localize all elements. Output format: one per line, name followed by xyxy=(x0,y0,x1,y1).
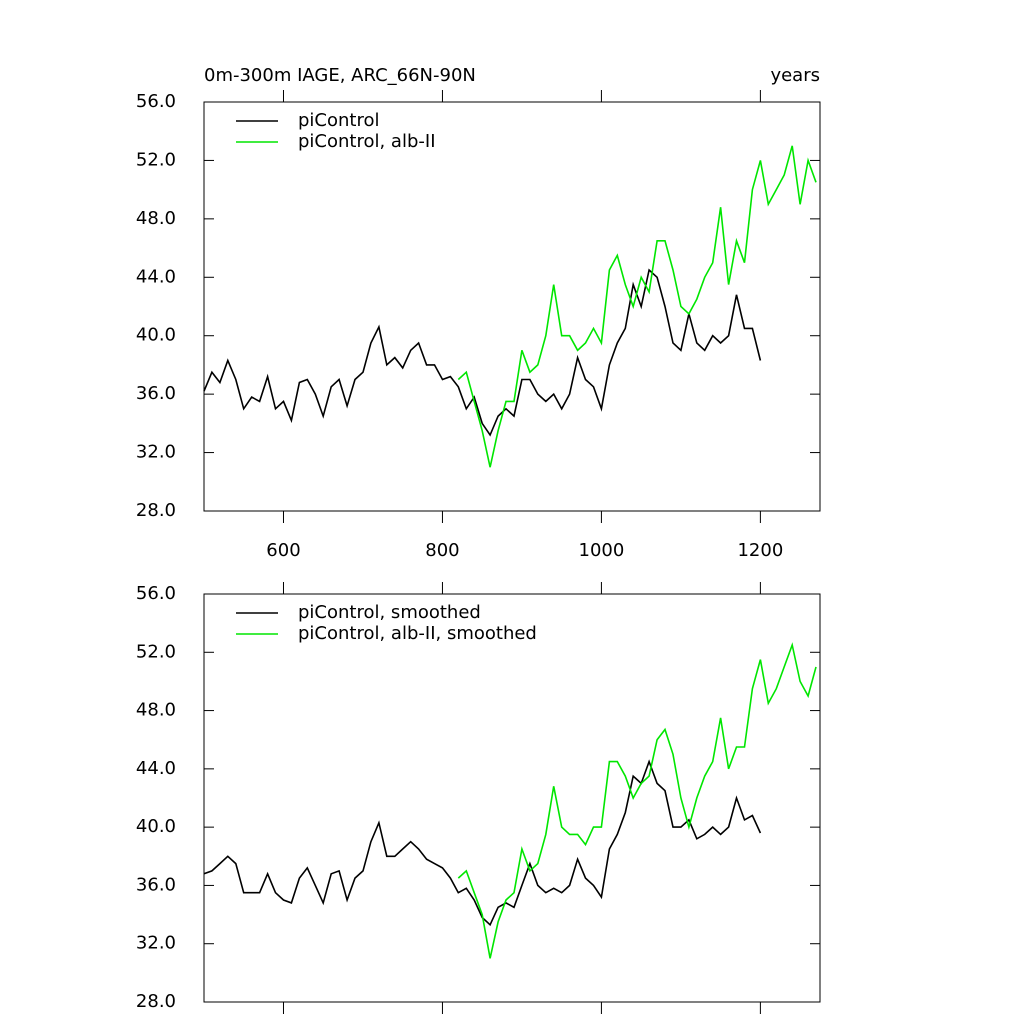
y-tick-label: 44.0 xyxy=(136,266,176,287)
y-tick-label: 40.0 xyxy=(136,816,176,837)
y-tick-label: 40.0 xyxy=(136,325,176,346)
x-tick-label: 800 xyxy=(425,540,459,561)
series-line xyxy=(457,145,817,468)
y-tick-label: 52.0 xyxy=(136,641,176,662)
x-tick-label: 1200 xyxy=(737,540,783,561)
units-label: years xyxy=(770,65,820,86)
legend-label: piControl xyxy=(298,110,380,131)
y-tick-label: 36.0 xyxy=(136,874,176,895)
series-line xyxy=(203,268,762,437)
y-tick-label: 56.0 xyxy=(136,583,176,604)
y-tick-label: 44.0 xyxy=(136,758,176,779)
x-tick-label: 1000 xyxy=(579,540,625,561)
y-tick-label: 48.0 xyxy=(136,700,176,721)
legend-label: piControl, alb-II, smoothed xyxy=(298,623,537,644)
series-line xyxy=(457,642,817,959)
x-tick-label: 600 xyxy=(266,540,300,561)
y-tick-label: 32.0 xyxy=(136,442,176,463)
y-tick-label: 28.0 xyxy=(136,991,176,1012)
y-tick-label: 48.0 xyxy=(136,208,176,229)
legend-label: piControl, alb-II xyxy=(298,131,436,152)
chart-title: 0m-300m IAGE, ARC_66N-90N xyxy=(204,65,476,86)
y-tick-label: 32.0 xyxy=(136,933,176,954)
plot-frame xyxy=(203,101,821,512)
series-line xyxy=(203,759,762,927)
plot-frame xyxy=(203,593,821,1003)
legend-label: piControl, smoothed xyxy=(298,602,481,623)
y-tick-label: 52.0 xyxy=(136,149,176,170)
y-tick-label: 36.0 xyxy=(136,383,176,404)
y-tick-label: 56.0 xyxy=(136,91,176,112)
y-tick-label: 28.0 xyxy=(136,500,176,521)
